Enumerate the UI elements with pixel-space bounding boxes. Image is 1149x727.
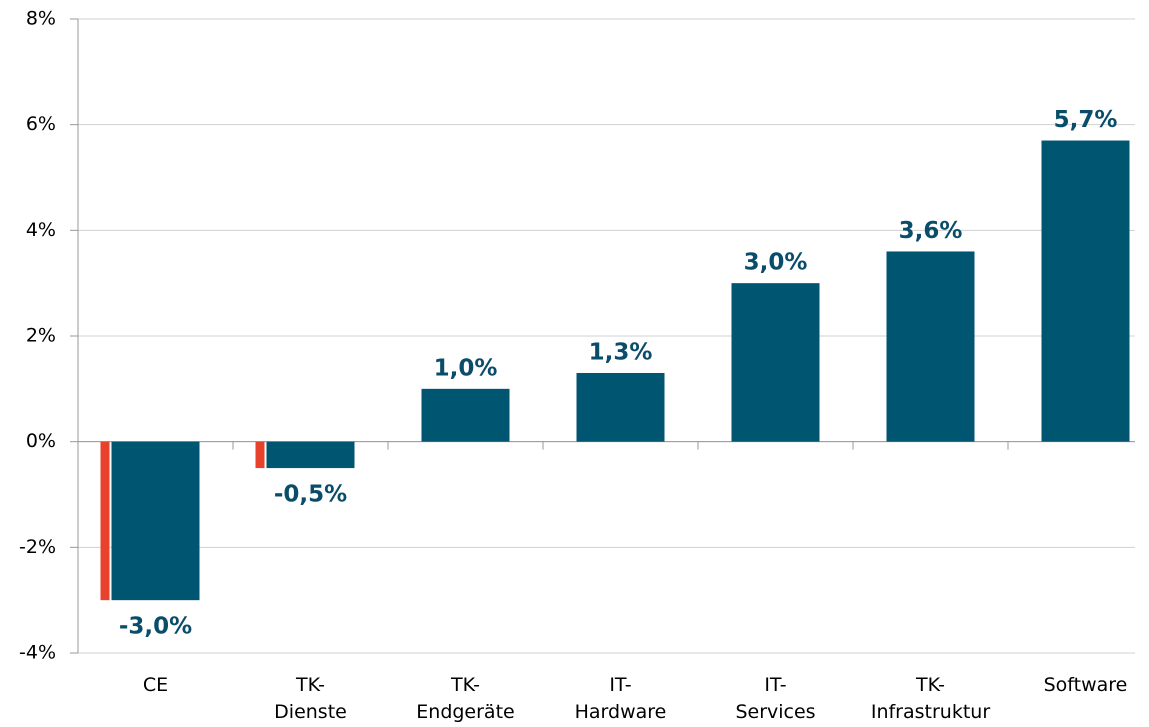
value-label: -0,5% bbox=[274, 482, 347, 508]
bar bbox=[886, 251, 975, 442]
y-tick-label: 4% bbox=[26, 219, 56, 241]
y-tick-label: -4% bbox=[19, 642, 56, 664]
value-label: 1,3% bbox=[589, 339, 653, 365]
bar bbox=[421, 388, 510, 442]
y-tick-label: 6% bbox=[26, 113, 56, 135]
value-label: -3,0% bbox=[119, 614, 192, 640]
value-label: 3,0% bbox=[744, 250, 808, 276]
value-label: 1,0% bbox=[434, 355, 498, 381]
value-label: 3,6% bbox=[899, 218, 963, 244]
y-tick-label: 2% bbox=[26, 325, 56, 347]
y-tick-label: 0% bbox=[26, 430, 56, 452]
negative-accent bbox=[255, 441, 265, 469]
bar bbox=[1041, 140, 1130, 442]
x-tick-label: CE bbox=[142, 674, 169, 696]
bar bbox=[576, 372, 665, 442]
x-tick-label: IT- Hardware bbox=[574, 674, 667, 723]
value-label: 5,7% bbox=[1054, 107, 1118, 133]
bar bbox=[266, 441, 355, 469]
negative-accent bbox=[100, 441, 110, 601]
y-tick-label: 8% bbox=[26, 8, 56, 30]
bar bbox=[111, 441, 200, 601]
x-tick-label: IT- Services bbox=[735, 674, 816, 723]
bar bbox=[731, 283, 820, 442]
x-tick-label: Software bbox=[1043, 674, 1128, 696]
x-tick-label: TK- Endgeräte bbox=[416, 674, 515, 723]
x-tick-label: TK- Dienste bbox=[274, 674, 347, 723]
y-tick-label: -2% bbox=[19, 536, 56, 558]
x-tick-label: TK- Infrastruktur bbox=[870, 674, 991, 723]
